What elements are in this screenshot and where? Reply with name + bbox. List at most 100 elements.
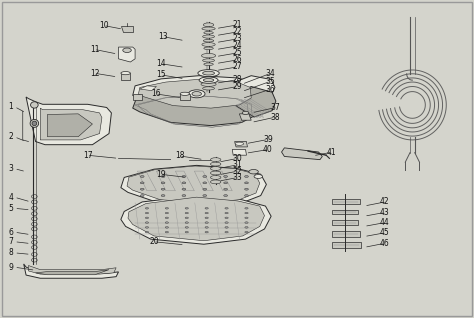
Ellipse shape	[210, 158, 221, 162]
Polygon shape	[121, 73, 130, 80]
Ellipse shape	[210, 167, 221, 170]
Text: 13: 13	[159, 32, 168, 41]
Text: 38: 38	[270, 113, 280, 121]
Text: 7: 7	[9, 237, 13, 246]
Text: 17: 17	[83, 151, 92, 160]
Polygon shape	[40, 108, 102, 140]
Polygon shape	[133, 94, 142, 100]
Text: 41: 41	[327, 148, 337, 156]
Ellipse shape	[245, 182, 248, 184]
Text: 9: 9	[9, 263, 13, 272]
Ellipse shape	[205, 231, 208, 233]
Text: 20: 20	[149, 237, 159, 246]
Ellipse shape	[140, 176, 144, 177]
Ellipse shape	[121, 72, 130, 75]
Text: 25: 25	[232, 48, 242, 57]
Polygon shape	[332, 220, 358, 225]
Text: 31: 31	[232, 160, 242, 169]
Ellipse shape	[205, 208, 208, 209]
Text: 22: 22	[232, 27, 242, 36]
Ellipse shape	[205, 226, 208, 228]
Ellipse shape	[245, 217, 248, 219]
Ellipse shape	[202, 71, 214, 75]
Text: 40: 40	[263, 145, 273, 154]
Ellipse shape	[145, 212, 148, 214]
Ellipse shape	[198, 70, 219, 77]
Ellipse shape	[161, 195, 165, 197]
Polygon shape	[232, 149, 246, 155]
Polygon shape	[332, 199, 360, 204]
Polygon shape	[127, 166, 260, 203]
Text: 39: 39	[263, 135, 273, 144]
Ellipse shape	[225, 217, 228, 219]
Ellipse shape	[225, 226, 228, 228]
Text: 28: 28	[232, 75, 242, 84]
Ellipse shape	[202, 35, 214, 38]
Polygon shape	[180, 94, 190, 100]
Ellipse shape	[123, 48, 131, 52]
Polygon shape	[121, 165, 266, 206]
Ellipse shape	[201, 82, 216, 86]
Ellipse shape	[245, 231, 248, 233]
Ellipse shape	[224, 182, 228, 184]
Ellipse shape	[185, 212, 188, 214]
Ellipse shape	[205, 212, 208, 214]
Ellipse shape	[203, 182, 207, 184]
Ellipse shape	[202, 87, 214, 90]
Text: 34: 34	[265, 69, 275, 78]
Text: 19: 19	[156, 170, 166, 179]
Ellipse shape	[203, 79, 214, 82]
Polygon shape	[36, 270, 109, 275]
Ellipse shape	[182, 195, 186, 197]
Ellipse shape	[203, 176, 207, 177]
Polygon shape	[128, 197, 264, 241]
Text: 24: 24	[232, 41, 242, 50]
Text: 12: 12	[90, 69, 100, 78]
Ellipse shape	[202, 43, 215, 46]
Ellipse shape	[180, 92, 190, 95]
Text: 5: 5	[9, 204, 13, 213]
Text: 23: 23	[232, 34, 242, 43]
Ellipse shape	[140, 195, 144, 197]
Text: 10: 10	[100, 21, 109, 30]
Ellipse shape	[199, 77, 218, 83]
Ellipse shape	[201, 53, 216, 58]
Text: 14: 14	[156, 59, 166, 68]
Polygon shape	[239, 114, 251, 120]
Ellipse shape	[204, 63, 213, 66]
Ellipse shape	[32, 121, 36, 126]
Ellipse shape	[202, 59, 214, 62]
Ellipse shape	[185, 226, 188, 228]
Ellipse shape	[245, 208, 248, 209]
Polygon shape	[26, 97, 111, 145]
Ellipse shape	[200, 77, 217, 82]
Ellipse shape	[185, 208, 188, 209]
Ellipse shape	[225, 231, 228, 233]
Ellipse shape	[188, 90, 205, 98]
Polygon shape	[121, 196, 271, 244]
Ellipse shape	[235, 142, 244, 145]
Ellipse shape	[145, 208, 148, 209]
Ellipse shape	[254, 175, 263, 178]
Polygon shape	[231, 76, 275, 101]
Ellipse shape	[205, 217, 208, 219]
Text: 4: 4	[9, 193, 13, 202]
Text: 6: 6	[9, 228, 13, 237]
Text: 36: 36	[265, 85, 275, 93]
Ellipse shape	[182, 176, 186, 177]
Text: 27: 27	[232, 62, 242, 71]
Ellipse shape	[140, 182, 144, 184]
Ellipse shape	[145, 222, 148, 223]
Text: 37: 37	[270, 103, 280, 112]
Text: 30: 30	[232, 154, 242, 163]
Ellipse shape	[245, 226, 248, 228]
Ellipse shape	[203, 195, 207, 197]
Text: 8: 8	[9, 248, 13, 257]
Ellipse shape	[161, 176, 165, 177]
Polygon shape	[47, 114, 92, 137]
Text: 43: 43	[379, 208, 389, 217]
Ellipse shape	[203, 188, 207, 190]
Ellipse shape	[145, 226, 148, 228]
Ellipse shape	[249, 169, 258, 174]
Polygon shape	[133, 76, 260, 111]
